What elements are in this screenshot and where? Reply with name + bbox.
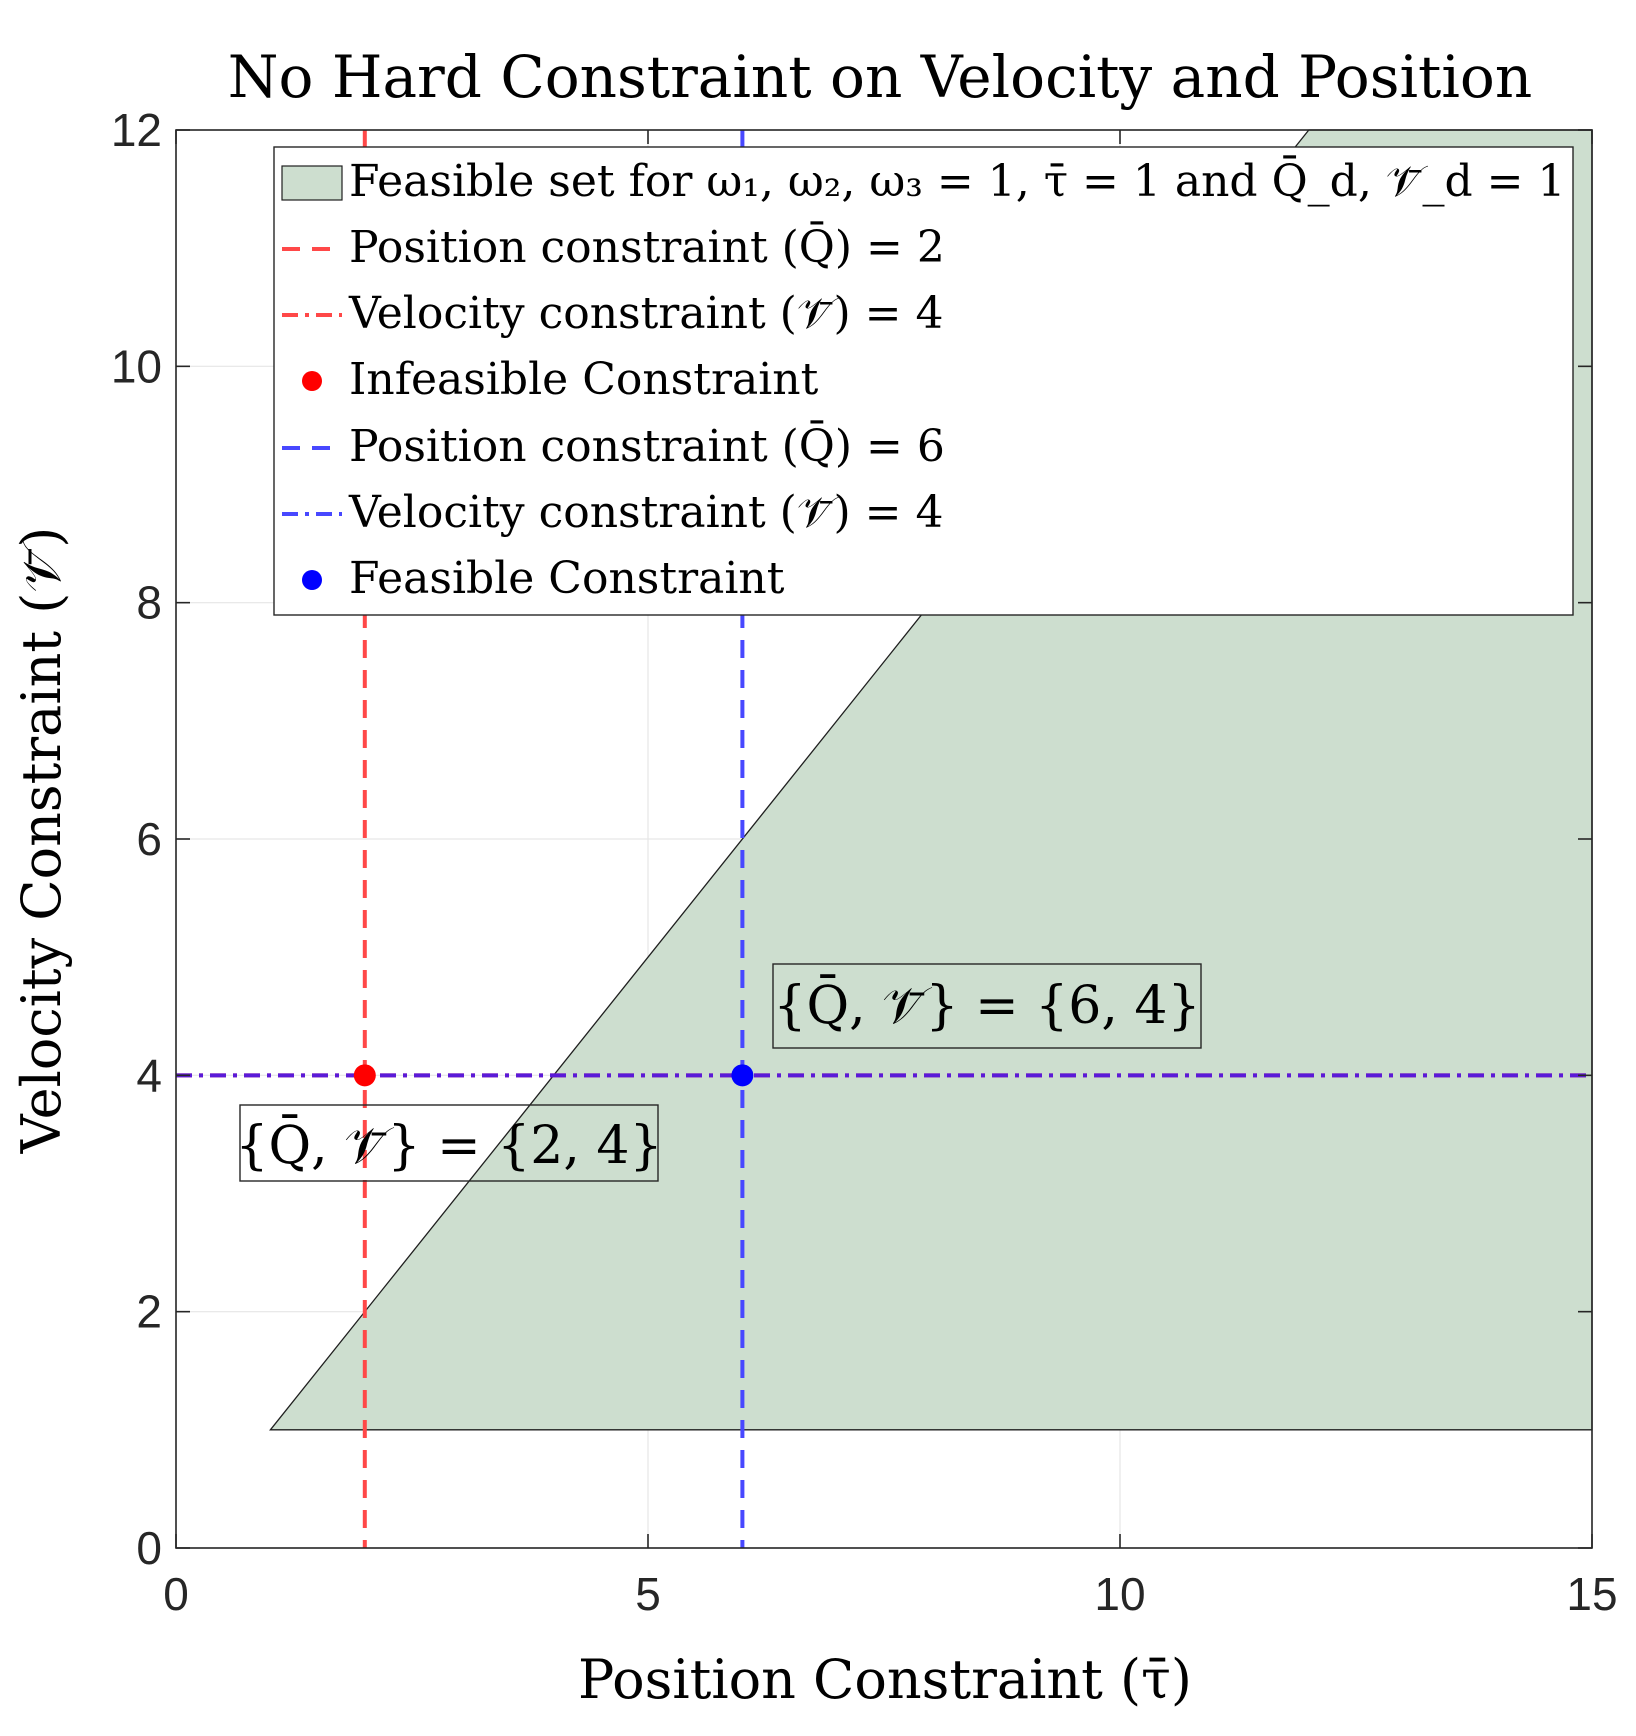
y-tick-label: 12 (111, 104, 162, 156)
legend-swatch-infeasible-point (302, 371, 322, 391)
legend-swatch-feasible-point (302, 570, 322, 590)
legend-label-velocity-red: Velocity constraint (𝒱̄) = 4 (348, 288, 943, 339)
x-tick-label: 0 (163, 1568, 189, 1620)
data-point (731, 1064, 754, 1087)
axis-ticks: 0 5 10 15 0 2 4 6 8 10 12 (111, 104, 1618, 1620)
constraint-lines (176, 130, 1592, 1548)
legend-swatch-feasible-set (281, 165, 343, 201)
legend-label-feasible-set: Feasible set for ω₁, ω₂, ω₃ = 1, τ̄ = 1 … (349, 154, 1565, 207)
legend-label-infeasible-point: Infeasible Constraint (349, 354, 819, 405)
annotation-feasible: {Q̄, 𝒱̄} = {6, 4} (772, 963, 1202, 1049)
annotation-text: {Q̄, 𝒱̄} = {6, 4} (773, 975, 1200, 1036)
legend-box (273, 146, 1574, 616)
y-tick-label: 0 (136, 1522, 162, 1574)
y-tick-label: 10 (111, 340, 162, 392)
constraint-points (353, 1064, 754, 1087)
legend-label-position-6: Position constraint (Q̄) = 6 (349, 419, 945, 472)
x-tick-label: 5 (635, 1568, 661, 1620)
legend: Feasible set for ω₁, ω₂, ω₃ = 1, τ̄ = 1 … (273, 146, 1574, 616)
annotation-text: {Q̄, 𝒱̄} = {2, 4} (235, 1115, 662, 1176)
y-tick-label: 6 (136, 813, 162, 865)
annotation-box (772, 963, 1202, 1049)
x-axis-label: Position Constraint (τ̄) (578, 1648, 1192, 1711)
legend-label-position-2: Position constraint (Q̄) = 2 (349, 220, 945, 273)
chart-title: No Hard Constraint on Velocity and Posit… (228, 43, 1532, 111)
annotation-box (239, 1104, 659, 1182)
x-tick-label: 10 (1094, 1568, 1145, 1620)
x-tick-label: 15 (1566, 1568, 1617, 1620)
annotation-infeasible: {Q̄, 𝒱̄} = {2, 4} (235, 1104, 663, 1182)
y-tick-label: 2 (136, 1286, 162, 1338)
y-tick-label: 8 (136, 577, 162, 629)
legend-label-velocity-blue: Velocity constraint (𝒱̄) = 4 (348, 487, 943, 538)
y-axis-label: Velocity Constraint (𝒱̄) (10, 527, 73, 1155)
data-point (353, 1064, 376, 1087)
legend-label-feasible-point: Feasible Constraint (349, 553, 785, 604)
y-tick-label: 4 (136, 1049, 162, 1101)
